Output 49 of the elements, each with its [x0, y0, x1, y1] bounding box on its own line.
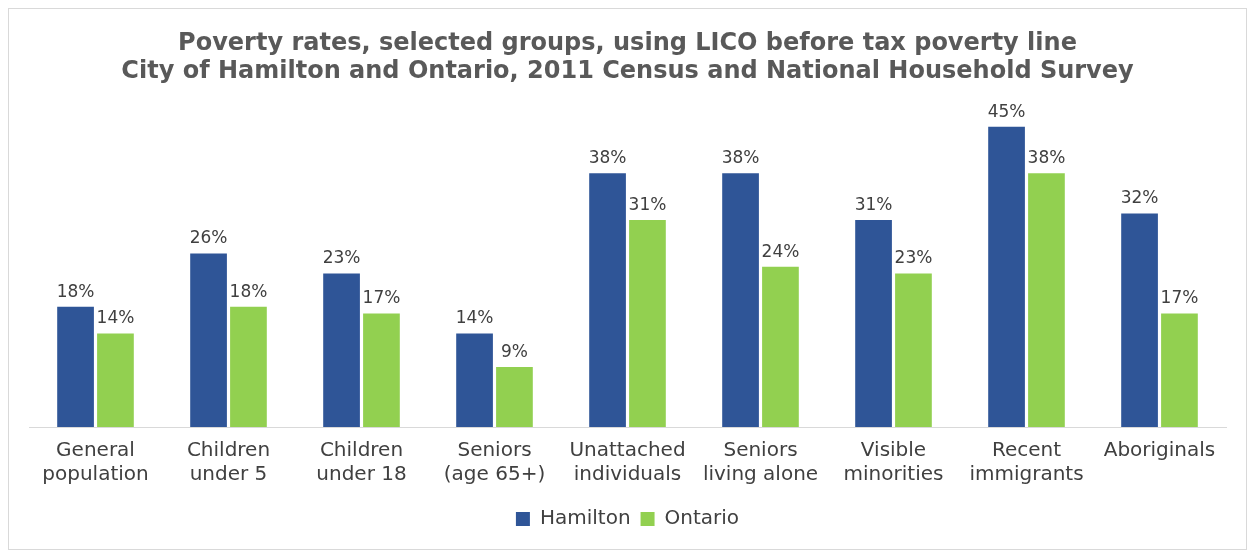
data-label: 14% — [96, 307, 135, 328]
data-label: 17% — [362, 287, 401, 308]
data-label: 32% — [1120, 187, 1159, 208]
bar — [363, 313, 400, 427]
bar — [57, 306, 94, 427]
data-label: 24% — [761, 240, 800, 261]
text: City of Hamilton and Ontario, 2011 Census and National Household Survey — [121, 56, 1134, 85]
bar — [762, 266, 799, 427]
data-label: 18% — [56, 280, 95, 301]
legend-label: Hamilton — [539, 505, 631, 530]
x-tick-label: Seniors (age 65+) — [443, 437, 546, 486]
bar — [496, 366, 533, 427]
data-label: 9% — [500, 340, 528, 361]
bar — [1028, 173, 1065, 427]
bar — [589, 173, 626, 427]
data-label: 38% — [721, 147, 760, 168]
data-label: 23% — [322, 247, 361, 268]
data-label: 23% — [894, 247, 933, 268]
bar — [722, 173, 759, 427]
bar — [855, 220, 892, 427]
x-tick-label: Unattached individuals — [569, 437, 686, 486]
text: Poverty rates, selected groups, using LICO before tax poverty line — [178, 27, 1077, 56]
bar — [230, 306, 267, 427]
x-tick-label: Children under 5 — [186, 437, 271, 486]
data-label: 38% — [1027, 147, 1066, 168]
bar — [895, 273, 932, 427]
data-label: 38% — [588, 147, 627, 168]
x-tick-label: Recent immigrants — [969, 437, 1084, 486]
data-label: 31% — [628, 193, 667, 214]
bar — [190, 253, 227, 427]
data-label: 26% — [189, 227, 228, 248]
bar — [988, 126, 1025, 427]
x-tick-label: Children under 18 — [316, 437, 407, 486]
bar — [1121, 213, 1158, 427]
bar — [97, 333, 134, 427]
data-label: 18% — [229, 280, 268, 301]
x-tick-label: Visible minorities — [843, 437, 944, 486]
x-tick-label: Seniors living alone — [702, 437, 819, 486]
bar — [1161, 313, 1198, 427]
data-label: 17% — [1160, 287, 1199, 308]
x-tick-label: General population — [42, 437, 149, 486]
data-label: 31% — [854, 193, 893, 214]
bar — [629, 220, 666, 427]
bar — [456, 333, 493, 427]
bar — [323, 273, 360, 427]
x-tick-label: Aboriginals — [1103, 437, 1216, 462]
data-label: 14% — [455, 307, 494, 328]
data-label: 45% — [987, 100, 1026, 121]
legend-label: Ontario — [664, 505, 740, 530]
